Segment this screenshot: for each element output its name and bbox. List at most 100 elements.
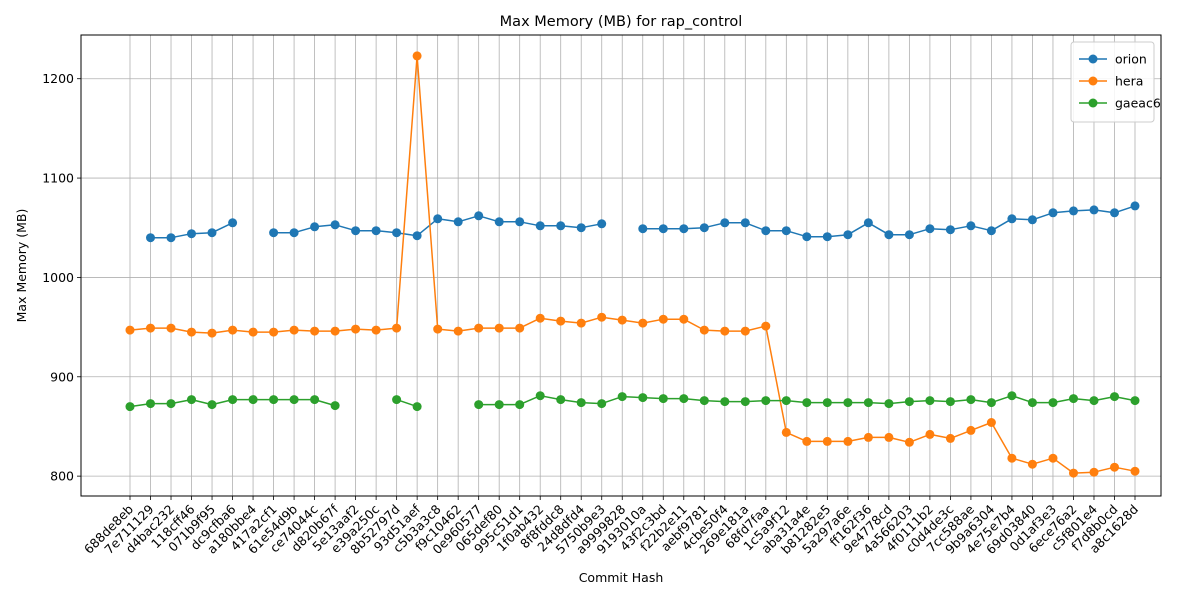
data-point-orion — [781, 226, 791, 236]
data-point-hera — [638, 318, 648, 328]
y-tick-label: 1000 — [42, 270, 74, 285]
data-point-orion — [1089, 205, 1099, 215]
data-point-hera — [535, 313, 545, 323]
data-point-gaeac6 — [638, 393, 648, 403]
data-point-gaeac6 — [248, 395, 258, 405]
data-point-orion — [638, 224, 648, 234]
data-point-hera — [658, 314, 668, 324]
legend-label-gaeac6: gaeac6 — [1115, 96, 1161, 111]
data-point-hera — [986, 418, 996, 427]
data-point-gaeac6 — [494, 400, 504, 410]
data-point-hera — [863, 432, 873, 442]
data-point-orion — [740, 218, 750, 228]
data-point-hera — [720, 326, 730, 336]
data-point-orion — [556, 221, 566, 231]
data-point-orion — [925, 224, 935, 234]
data-point-orion — [412, 231, 422, 241]
data-point-hera — [904, 437, 914, 447]
data-point-hera — [761, 321, 771, 331]
data-point-orion — [371, 226, 381, 236]
data-point-hera — [166, 323, 176, 333]
data-point-gaeac6 — [884, 399, 894, 409]
series-gaeac6 — [125, 391, 1140, 412]
data-point-hera — [474, 323, 484, 333]
data-point-orion — [494, 217, 504, 227]
data-point-hera — [1048, 453, 1058, 463]
data-point-hera — [310, 326, 320, 336]
data-point-orion — [310, 222, 320, 232]
data-point-orion — [269, 228, 279, 238]
data-point-hera — [822, 436, 832, 446]
y-tick-label: 1100 — [42, 171, 74, 186]
data-point-orion — [699, 223, 709, 233]
data-point-orion — [884, 230, 894, 240]
data-point-gaeac6 — [515, 400, 525, 410]
data-point-hera — [802, 436, 812, 446]
data-point-hera — [1007, 453, 1017, 463]
data-point-hera — [597, 312, 607, 322]
data-point-orion — [720, 218, 730, 228]
data-point-gaeac6 — [966, 395, 976, 405]
data-point-gaeac6 — [945, 397, 955, 407]
data-point-orion — [330, 220, 340, 230]
data-point-gaeac6 — [1048, 398, 1058, 408]
data-point-hera — [966, 425, 976, 435]
data-point-orion — [822, 232, 832, 242]
data-point-hera — [1027, 459, 1037, 469]
grid-lines — [81, 35, 1161, 496]
legend-item-gaeac6: gaeac6 — [1079, 96, 1161, 111]
data-point-orion — [146, 233, 155, 243]
legend-item-hera: hera — [1079, 74, 1143, 89]
data-point-gaeac6 — [761, 396, 771, 406]
data-point-hera — [1069, 468, 1078, 478]
y-axis-label: Max Memory (MB) — [14, 209, 29, 323]
data-point-hera — [843, 436, 853, 446]
data-point-orion — [761, 226, 771, 236]
data-point-orion — [392, 228, 402, 238]
data-point-orion — [433, 214, 443, 224]
data-point-gaeac6 — [679, 394, 689, 404]
data-point-gaeac6 — [863, 398, 873, 408]
data-point-hera — [925, 429, 935, 439]
data-point-hera — [679, 314, 689, 324]
y-tick-label: 1200 — [42, 71, 74, 86]
data-point-orion — [966, 221, 976, 231]
data-point-hera — [453, 326, 463, 336]
data-point-gaeac6 — [925, 396, 935, 406]
data-point-gaeac6 — [658, 394, 668, 404]
data-point-gaeac6 — [228, 395, 238, 405]
x-axis-ticks: 688de8eb7e711129d4bac232118cff46071b9f95… — [81, 496, 1141, 557]
series-hera — [125, 51, 1140, 478]
data-point-orion — [945, 225, 955, 235]
data-point-orion — [535, 221, 545, 231]
data-point-hera — [248, 327, 258, 337]
data-point-hera — [187, 327, 196, 337]
data-point-gaeac6 — [1027, 398, 1037, 408]
data-point-gaeac6 — [597, 399, 607, 409]
data-point-gaeac6 — [617, 392, 627, 402]
data-point-gaeac6 — [269, 395, 279, 405]
legend-item-orion: orion — [1079, 52, 1147, 67]
legend: orion hera gaeac6 — [1070, 41, 1161, 123]
data-point-gaeac6 — [392, 395, 402, 405]
series-orion — [146, 201, 1140, 243]
data-point-orion — [679, 224, 689, 234]
data-point-gaeac6 — [576, 398, 586, 408]
y-tick-label: 800 — [50, 469, 74, 484]
data-point-gaeac6 — [330, 401, 340, 411]
data-point-hera — [125, 325, 135, 335]
data-point-orion — [802, 232, 812, 242]
x-axis-label: Commit Hash — [579, 570, 664, 585]
legend-marker-hera — [1088, 76, 1098, 86]
data-point-hera — [269, 327, 279, 337]
legend-marker-orion — [1088, 54, 1098, 64]
data-point-gaeac6 — [310, 395, 320, 405]
data-point-hera — [146, 323, 155, 333]
data-point-gaeac6 — [843, 398, 853, 408]
data-point-orion — [1110, 208, 1119, 218]
data-point-hera — [371, 325, 381, 335]
data-point-hera — [1089, 467, 1099, 477]
legend-label-orion: orion — [1115, 52, 1147, 67]
y-tick-label: 900 — [50, 369, 74, 384]
